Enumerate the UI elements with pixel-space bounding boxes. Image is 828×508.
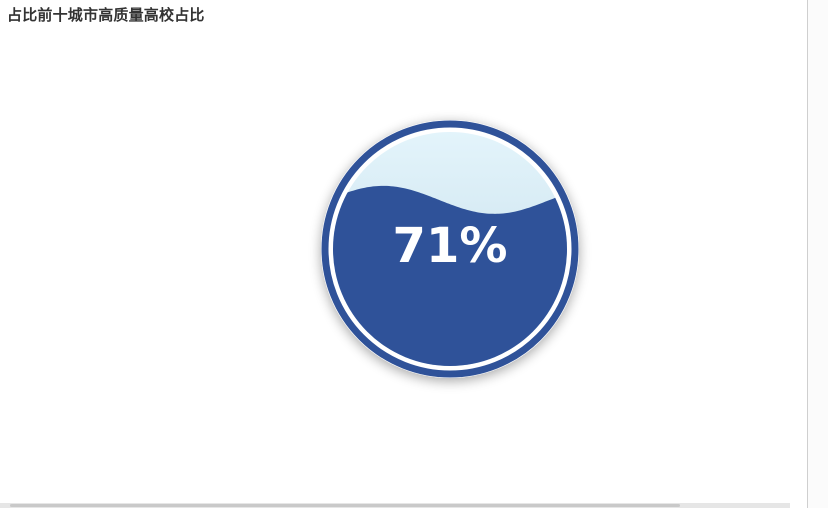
side-panel-edge bbox=[808, 0, 828, 508]
chart-title: 占比前十城市高质量高校占比 bbox=[7, 6, 205, 24]
horizontal-scrollbar-thumb[interactable] bbox=[10, 504, 680, 507]
percentage-label: 71% bbox=[393, 218, 508, 274]
panel-divider bbox=[807, 0, 808, 508]
outline-ring bbox=[321, 120, 579, 378]
liquid-wave bbox=[333, 185, 567, 366]
